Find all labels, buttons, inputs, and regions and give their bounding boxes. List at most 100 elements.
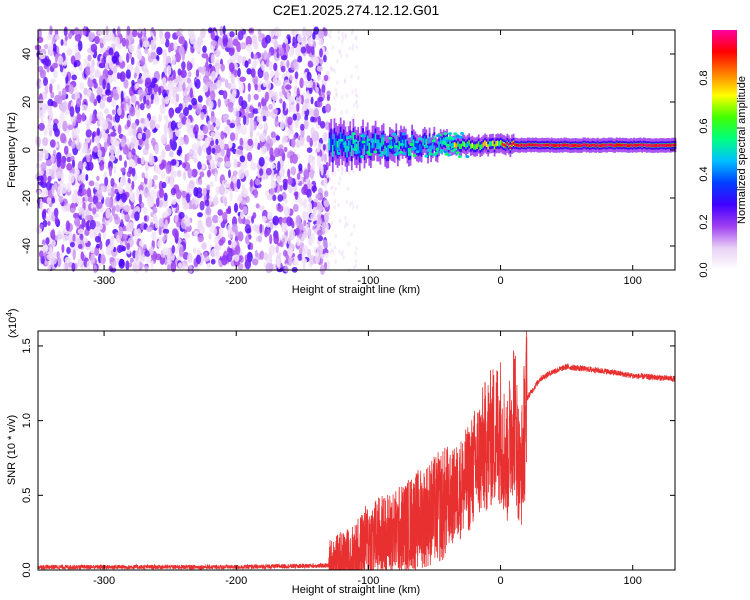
heatmap-cell xyxy=(109,154,116,162)
heatmap-cell xyxy=(356,94,359,99)
heatmap-cell xyxy=(271,137,276,144)
heatmap-cell xyxy=(105,25,109,36)
heatmap-cell xyxy=(158,218,163,228)
heatmap-cell xyxy=(94,221,101,228)
heatmap-cell xyxy=(84,66,91,76)
heatmap-cell xyxy=(260,145,268,155)
heatmap-cell xyxy=(394,144,398,148)
heatmap-cell xyxy=(455,134,460,138)
heatmap-cell xyxy=(382,135,385,145)
heatmap-cell xyxy=(213,227,217,236)
heatmap-cell xyxy=(209,124,215,132)
heatmap-cell xyxy=(86,122,90,131)
heatmap-cell xyxy=(142,207,148,214)
heatmap-cell xyxy=(641,144,643,147)
heatmap-cell xyxy=(290,166,297,176)
heatmap-cell xyxy=(319,164,324,172)
heatmap-cell xyxy=(217,209,223,216)
heatmap-cell xyxy=(111,99,117,107)
heatmap-cell xyxy=(74,51,81,62)
heatmap-cell xyxy=(45,159,53,167)
heatmap-cell xyxy=(506,141,509,145)
heatmap-cell xyxy=(302,231,308,239)
heatmap-cell xyxy=(341,139,344,151)
heatmap-cell xyxy=(145,129,151,139)
heatmap-cell xyxy=(126,248,131,255)
heatmap-cell xyxy=(336,147,341,151)
heatmap-cell xyxy=(111,207,115,217)
heatmap-cell xyxy=(579,144,582,147)
heatmap-cell xyxy=(341,39,344,44)
heatmap-cell xyxy=(293,133,297,140)
heatmap-cell xyxy=(259,132,267,143)
heatmap-cell xyxy=(150,93,155,101)
heatmap-cell xyxy=(144,117,150,128)
heatmap-cell xyxy=(508,143,510,147)
heatmap-cell xyxy=(340,110,343,115)
heatmap-cell xyxy=(210,248,217,257)
heatmap-cell xyxy=(429,145,433,149)
heatmap-cell xyxy=(439,149,444,152)
heatmap-cell xyxy=(288,256,292,267)
heatmap-cell xyxy=(91,132,95,140)
heatmap-cell xyxy=(146,226,153,232)
heatmap-cell xyxy=(350,31,354,36)
heatmap-cell xyxy=(267,211,273,221)
heatmap-cell xyxy=(330,221,334,226)
heatmap-cell xyxy=(370,145,372,156)
heatmap-cell xyxy=(105,89,112,96)
heatmap-cell xyxy=(206,145,212,156)
heatmap-cell xyxy=(333,69,336,74)
heatmap-cell xyxy=(149,119,156,130)
heatmap-cell xyxy=(307,37,314,47)
heatmap-cell xyxy=(217,98,221,108)
heatmap-cell xyxy=(322,132,328,143)
heatmap-cell xyxy=(159,37,166,45)
heatmap-cell xyxy=(214,49,221,58)
heatmap-cell xyxy=(219,140,225,150)
heatmap-cell xyxy=(135,82,140,89)
heatmap-cell xyxy=(51,184,55,196)
heatmap-cell xyxy=(77,228,84,234)
heatmap-cell xyxy=(87,78,94,88)
heatmap-cell xyxy=(121,246,127,252)
heatmap-cell xyxy=(349,135,352,147)
heatmap-cell xyxy=(92,207,97,215)
heatmap-cell xyxy=(511,142,513,146)
heatmap-cell xyxy=(72,249,76,261)
heatmap-cell xyxy=(42,173,47,184)
heatmap-cell xyxy=(189,149,193,155)
heatmap-cell xyxy=(373,138,375,148)
heatmap-cell xyxy=(345,93,348,98)
heatmap-cell xyxy=(272,215,280,226)
heatmap-cell xyxy=(399,150,403,154)
heatmap-cell xyxy=(348,46,351,51)
heatmap-cell xyxy=(228,169,231,179)
heatmap-cell xyxy=(261,60,265,71)
heatmap-cell xyxy=(57,230,63,241)
heatmap-cell xyxy=(318,137,324,145)
heatmap-cell xyxy=(262,81,267,88)
heatmap-cell xyxy=(232,176,237,184)
heatmap-cell xyxy=(352,205,355,210)
heatmap-cell xyxy=(634,144,637,147)
heatmap-cell xyxy=(92,78,97,84)
heatmap-cell xyxy=(47,175,52,183)
heatmap-cell xyxy=(352,103,355,108)
heatmap-cell xyxy=(36,189,42,196)
heatmap-cell xyxy=(209,104,213,113)
heatmap-cell xyxy=(80,251,85,262)
heatmap-cell xyxy=(446,136,448,143)
heatmap-cell xyxy=(334,233,337,239)
heatmap-cell xyxy=(127,221,134,233)
heatmap-cell xyxy=(197,95,203,103)
heatmap-cell xyxy=(102,95,107,102)
heatmap-cell xyxy=(81,104,88,111)
heatmap-cell xyxy=(264,228,268,238)
heatmap-cell xyxy=(138,184,144,192)
heatmap-cell xyxy=(185,118,191,129)
heatmap-cell xyxy=(460,143,463,150)
heatmap-cell xyxy=(134,232,138,243)
heatmap-cell xyxy=(500,140,502,146)
heatmap-cell xyxy=(170,120,177,131)
